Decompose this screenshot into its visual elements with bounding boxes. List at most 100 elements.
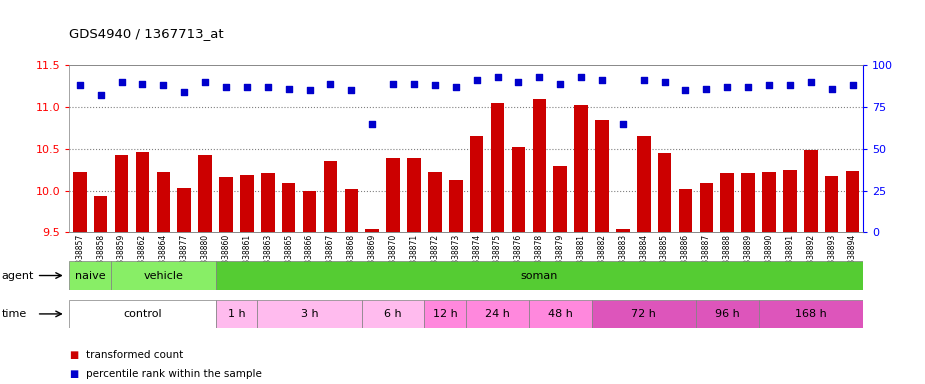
Point xyxy=(720,84,734,90)
Point xyxy=(240,84,254,90)
Bar xyxy=(216,300,257,328)
Point xyxy=(761,82,776,88)
Point xyxy=(783,82,797,88)
Point xyxy=(741,84,756,90)
Bar xyxy=(387,158,400,232)
Bar xyxy=(257,300,362,328)
Point xyxy=(156,82,171,88)
Point xyxy=(72,82,87,88)
Bar xyxy=(574,104,588,232)
Bar xyxy=(261,173,275,232)
Point xyxy=(344,87,359,93)
Point xyxy=(323,81,338,87)
Text: 1 h: 1 h xyxy=(228,309,245,319)
Bar xyxy=(73,172,87,232)
Point xyxy=(845,82,860,88)
Text: naive: naive xyxy=(75,270,105,281)
Point xyxy=(449,84,463,90)
Bar xyxy=(344,189,358,232)
Bar xyxy=(449,180,462,232)
Text: agent: agent xyxy=(2,270,34,281)
Bar xyxy=(699,183,713,232)
Bar xyxy=(845,171,859,232)
Bar xyxy=(94,196,107,232)
Point xyxy=(198,79,213,85)
Bar xyxy=(425,300,466,328)
Point xyxy=(281,86,296,92)
Bar xyxy=(696,300,758,328)
Bar xyxy=(679,189,692,232)
Text: vehicle: vehicle xyxy=(143,270,183,281)
Bar xyxy=(825,176,838,232)
Point xyxy=(658,79,672,85)
Bar xyxy=(529,300,591,328)
Bar xyxy=(616,229,630,232)
Bar xyxy=(136,152,149,232)
Text: ■: ■ xyxy=(69,369,79,379)
Bar xyxy=(466,300,529,328)
Text: 12 h: 12 h xyxy=(433,309,458,319)
Text: percentile rank within the sample: percentile rank within the sample xyxy=(86,369,262,379)
Text: GDS4940 / 1367713_at: GDS4940 / 1367713_at xyxy=(69,27,224,40)
Bar xyxy=(178,188,191,232)
Point xyxy=(574,74,588,80)
Bar xyxy=(302,191,316,232)
Point xyxy=(678,87,693,93)
Bar xyxy=(198,155,212,232)
Bar xyxy=(428,172,441,232)
Point xyxy=(490,74,505,80)
Bar xyxy=(115,155,129,232)
Bar xyxy=(111,261,216,290)
Text: 72 h: 72 h xyxy=(631,309,656,319)
Point xyxy=(532,74,547,80)
Bar xyxy=(365,229,379,232)
Bar xyxy=(553,166,567,232)
Point xyxy=(135,81,150,87)
Bar xyxy=(240,175,253,232)
Point xyxy=(427,82,442,88)
Point xyxy=(364,121,379,127)
Bar xyxy=(491,103,504,232)
Text: 168 h: 168 h xyxy=(795,309,827,319)
Bar xyxy=(762,172,776,232)
Bar xyxy=(362,300,425,328)
Point xyxy=(804,79,819,85)
Text: 6 h: 6 h xyxy=(384,309,402,319)
Bar xyxy=(533,99,546,232)
Bar xyxy=(407,158,421,232)
Point xyxy=(553,81,568,87)
Text: control: control xyxy=(123,309,162,319)
Bar xyxy=(282,183,295,232)
Point xyxy=(386,81,401,87)
Bar xyxy=(216,261,863,290)
Bar xyxy=(324,161,338,232)
Bar xyxy=(470,136,484,232)
Text: soman: soman xyxy=(521,270,558,281)
Bar xyxy=(595,121,609,232)
Bar xyxy=(637,136,650,232)
Point xyxy=(636,77,651,83)
Point xyxy=(595,77,610,83)
Point xyxy=(261,84,276,90)
Text: transformed count: transformed count xyxy=(86,350,183,360)
Point xyxy=(218,84,233,90)
Point xyxy=(469,77,484,83)
Text: 3 h: 3 h xyxy=(301,309,318,319)
Bar xyxy=(591,300,696,328)
Bar xyxy=(69,261,111,290)
Text: 24 h: 24 h xyxy=(485,309,510,319)
Bar xyxy=(804,150,818,232)
Point xyxy=(114,79,129,85)
Point xyxy=(511,79,525,85)
Text: 96 h: 96 h xyxy=(715,309,740,319)
Bar xyxy=(741,173,755,232)
Point xyxy=(699,86,714,92)
Text: ■: ■ xyxy=(69,350,79,360)
Bar xyxy=(783,170,796,232)
Text: time: time xyxy=(2,309,27,319)
Point xyxy=(407,81,422,87)
Bar xyxy=(69,300,216,328)
Text: 48 h: 48 h xyxy=(548,309,573,319)
Bar xyxy=(156,172,170,232)
Bar xyxy=(758,300,863,328)
